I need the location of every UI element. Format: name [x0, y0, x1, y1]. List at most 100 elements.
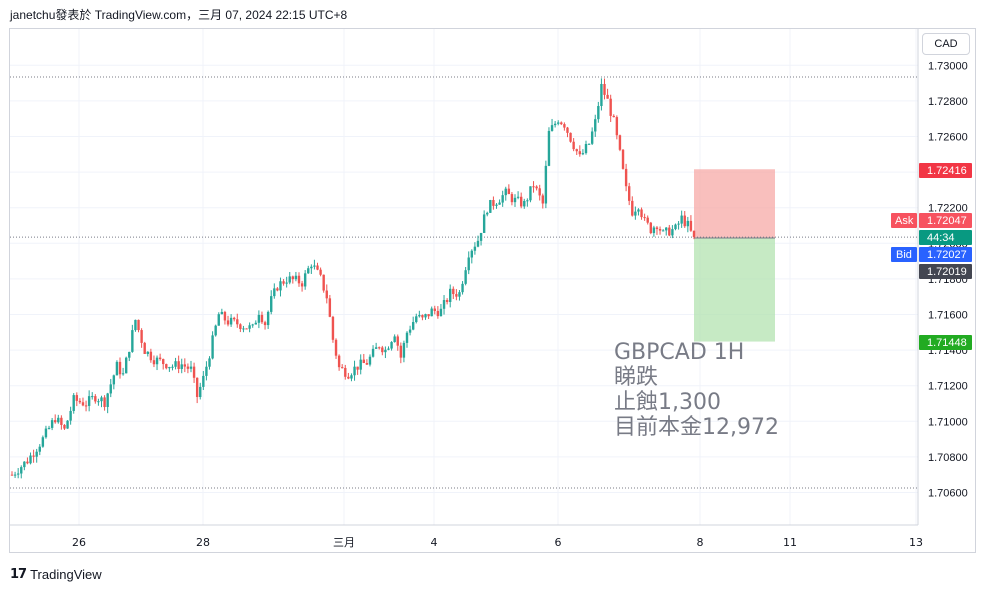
footer-brand: TradingView: [30, 566, 102, 582]
candle-body: [313, 265, 316, 267]
candle-body: [16, 473, 20, 475]
candle-body: [445, 300, 449, 302]
bid-tag-text: Bid: [896, 249, 912, 261]
x-tick-label: 28: [196, 536, 210, 549]
annotation-capital: 目前本金12,972: [614, 415, 779, 440]
candle-body: [560, 122, 563, 125]
candle-body: [106, 393, 109, 407]
take-profit-zone: [694, 237, 775, 342]
candle-body: [473, 246, 477, 251]
candle-body: [162, 359, 165, 365]
candle-body: [492, 200, 495, 206]
y-tick-label: 1.71600: [928, 310, 968, 322]
candle-body: [239, 324, 242, 330]
candle-body: [158, 357, 162, 360]
annotation-direction: 睇跌: [614, 365, 659, 390]
candle-body: [353, 366, 356, 376]
candle-body: [643, 217, 646, 219]
candle-body: [356, 366, 359, 370]
candle-body: [430, 308, 433, 317]
y-tick-label: 1.72800: [928, 96, 968, 108]
candle-body: [624, 168, 628, 187]
candle-body: [44, 428, 48, 438]
candle-body: [482, 214, 486, 233]
candle-body: [75, 395, 79, 401]
candle-body: [411, 322, 415, 330]
candle-body: [365, 362, 369, 365]
candle-body: [140, 330, 143, 343]
y-tick-label: 1.70600: [928, 488, 968, 500]
candle-body: [627, 186, 631, 201]
candle-body: [686, 220, 690, 227]
candle-body: [538, 188, 541, 196]
candle-body: [597, 106, 600, 120]
candle-body: [594, 119, 597, 132]
candle-body: [609, 98, 612, 116]
y-tick-label: 1.73000: [928, 60, 968, 72]
candle-body: [236, 319, 239, 325]
candle-body: [449, 288, 452, 302]
candle-body: [550, 125, 554, 131]
candle-body: [529, 186, 532, 201]
candle-body: [35, 451, 38, 457]
candle-body: [297, 275, 301, 284]
candle-body: [655, 227, 659, 230]
candle-body: [205, 366, 208, 376]
candle-body: [229, 317, 233, 325]
countdown-label-bg: [919, 230, 972, 245]
candle-body: [57, 417, 60, 423]
candle-body: [615, 117, 619, 136]
candle-body: [232, 317, 236, 320]
candle-body: [273, 288, 276, 297]
candle-body: [513, 197, 517, 203]
candle-body: [523, 200, 526, 207]
candle-body: [217, 314, 220, 326]
candle-body: [245, 328, 248, 330]
tradingview-logo-icon: 𝟭𝟳: [10, 566, 27, 581]
candle-body: [458, 292, 461, 297]
target-price-label: 1.71448: [919, 335, 972, 350]
candle-body: [208, 358, 211, 367]
candle-body: [489, 200, 492, 213]
candle-body: [23, 461, 26, 468]
candle-body: [128, 351, 131, 358]
candle-body: [78, 400, 82, 403]
y-tick-label: 1.71000: [928, 416, 968, 428]
candle-body: [183, 364, 187, 367]
countdown-label-text: 44:34: [927, 232, 955, 244]
candle-body: [322, 274, 325, 291]
candle-body: [646, 217, 649, 223]
candle-body: [340, 367, 344, 369]
candle-body: [504, 188, 507, 196]
candle-body: [38, 446, 41, 452]
x-tick-label: 三月: [333, 536, 355, 549]
candle-body: [270, 296, 273, 312]
candle-body: [408, 329, 412, 333]
candle-body: [516, 196, 520, 198]
candle-body: [421, 315, 424, 318]
candle-body: [47, 427, 51, 429]
candle-body: [612, 115, 615, 118]
y-tick-label: 1.72200: [928, 203, 968, 215]
candle-body: [553, 123, 557, 126]
candle-body: [124, 357, 128, 374]
x-tick-label: 13: [909, 536, 923, 549]
candle-body: [436, 310, 440, 317]
candle-body: [510, 194, 514, 203]
bid-tag-bg: [891, 247, 917, 262]
bid-price-label-bg: [919, 247, 972, 262]
target-price-label-bg: [919, 335, 972, 350]
candle-body: [251, 324, 254, 326]
candle-body: [566, 127, 569, 133]
candle-body: [634, 211, 637, 216]
currency-selector[interactable]: CAD: [922, 33, 970, 55]
candle-body: [266, 311, 270, 326]
candle-body: [260, 314, 264, 323]
candle-body: [661, 230, 665, 232]
y-tick-label: 1.72600: [928, 132, 968, 144]
candle-body: [692, 230, 696, 238]
candle-body: [223, 311, 227, 321]
stop-price-label-bg: [919, 163, 972, 178]
candle-body: [87, 396, 91, 406]
